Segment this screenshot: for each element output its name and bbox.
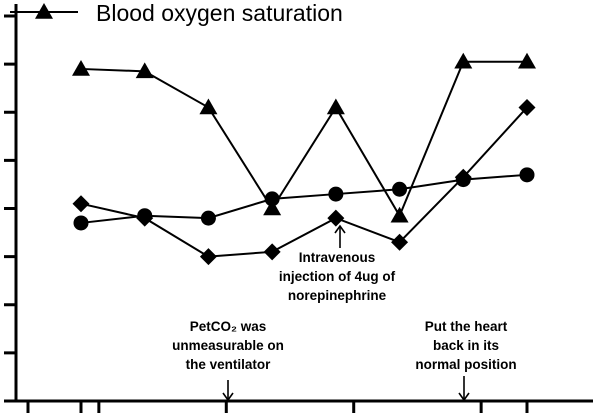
point-diamond-8 xyxy=(518,98,536,116)
annotation-1-arrow-head xyxy=(334,224,346,234)
annotation-2-line-2: unmeasurable on xyxy=(172,338,284,353)
point-circle-2 xyxy=(137,208,153,224)
series-layer xyxy=(72,52,536,266)
annotation-2: PetCO₂ was unmeasurable on the ventilator xyxy=(172,319,284,402)
point-circle-8 xyxy=(519,167,535,183)
point-circle-7 xyxy=(455,172,471,188)
annotation-3-line-2: back in its xyxy=(433,338,499,353)
point-diamond-4 xyxy=(263,243,281,261)
annotations: Intravenous injection of 4ug of norepineph… xyxy=(172,224,517,402)
point-triangle-8 xyxy=(518,52,536,69)
point-triangle-1 xyxy=(72,59,90,76)
annotation-1-line-3: norepinephrine xyxy=(288,288,387,303)
legend: Blood oxygen saturation xyxy=(10,0,343,26)
point-circle-4 xyxy=(264,191,280,207)
point-diamond-5 xyxy=(327,209,345,227)
legend-marker xyxy=(35,3,53,19)
annotation-3-arrow-head xyxy=(458,392,470,402)
series-line-circle xyxy=(80,173,528,224)
point-triangle-7 xyxy=(454,52,473,69)
annotation-1-line-1: Intravenous xyxy=(299,250,376,265)
annotation-1-line-2: injection of 4ug of xyxy=(279,269,396,284)
point-circle-5 xyxy=(328,186,344,202)
axes xyxy=(4,4,593,413)
annotation-3-line-3: normal position xyxy=(415,357,516,372)
point-diamond-1 xyxy=(72,195,90,213)
annotation-2-arrow-head xyxy=(222,392,234,402)
series-triangle xyxy=(72,52,536,223)
annotation-2-line-3: the ventilator xyxy=(186,357,272,372)
legend-label: Blood oxygen saturation xyxy=(96,0,343,26)
point-triangle-6 xyxy=(390,206,409,223)
series-circle xyxy=(73,167,535,231)
annotation-1: Intravenous injection of 4ug of norepineph… xyxy=(279,224,396,303)
series-line-triangle xyxy=(80,60,527,218)
point-circle-3 xyxy=(200,210,216,226)
point-diamond-3 xyxy=(199,248,217,266)
point-circle-6 xyxy=(392,181,408,197)
point-triangle-2 xyxy=(135,62,154,79)
point-triangle-3 xyxy=(199,98,218,115)
annotation-3-line-1: Put the heart xyxy=(425,319,508,334)
point-triangle-4 xyxy=(263,199,282,216)
point-triangle-5 xyxy=(326,98,345,115)
annotation-2-line-1: PetCO₂ was xyxy=(190,319,267,334)
point-circle-1 xyxy=(73,215,89,231)
point-diamond-6 xyxy=(391,233,409,251)
annotation-3: Put the heart back in its normal position xyxy=(415,319,517,402)
series-line-diamond xyxy=(80,106,528,258)
